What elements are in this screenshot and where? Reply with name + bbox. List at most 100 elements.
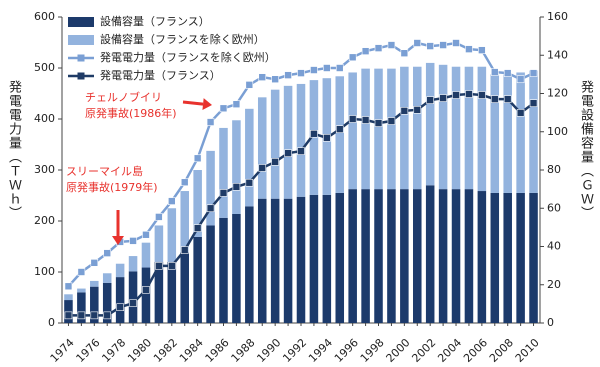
legend-label: 設備容量（フランス）	[100, 14, 210, 28]
y2-tick-label: 100	[547, 125, 568, 138]
y2-axis-label: 発電設備容量（ＧＷ）	[578, 80, 593, 220]
bar	[322, 194, 332, 323]
marker	[232, 100, 241, 109]
marker	[323, 64, 331, 72]
marker	[490, 68, 499, 76]
bar	[90, 286, 99, 323]
bar	[270, 198, 280, 323]
marker	[452, 39, 460, 47]
bar	[387, 68, 396, 190]
marker	[271, 75, 279, 84]
marker	[516, 75, 525, 84]
bar	[270, 89, 280, 199]
bar	[464, 189, 474, 323]
x-tick-label: 2008	[487, 336, 516, 365]
bar	[167, 261, 177, 323]
bar	[245, 108, 254, 207]
marker	[245, 178, 254, 187]
marker	[335, 64, 344, 72]
y-tick-label: 100	[34, 265, 55, 278]
legend-swatch	[77, 72, 85, 80]
bar	[400, 66, 409, 190]
marker	[77, 268, 86, 276]
marker	[64, 282, 73, 291]
marker	[103, 311, 112, 320]
annotation: 原発事故(1986年)	[85, 106, 177, 120]
bar	[451, 66, 461, 190]
marker	[503, 95, 512, 103]
marker	[387, 41, 396, 49]
bar	[141, 267, 151, 323]
marker	[180, 178, 189, 187]
x-tick-label: 2010	[513, 336, 542, 365]
marker	[478, 91, 486, 99]
marker	[103, 249, 112, 257]
bar	[283, 85, 293, 199]
bar	[193, 170, 202, 237]
bar	[335, 192, 345, 323]
marker	[426, 96, 434, 104]
y2-tick-label: 20	[547, 278, 561, 291]
bar	[102, 273, 112, 283]
marker	[310, 129, 318, 138]
legend-swatch	[68, 17, 94, 27]
bar	[167, 208, 177, 262]
bar	[193, 236, 202, 323]
bar	[309, 194, 319, 323]
annotation: スリーマイル島	[66, 164, 143, 178]
annotation-arrowhead	[112, 236, 124, 245]
x-tick-label: 1976	[74, 336, 103, 365]
marker	[258, 164, 267, 172]
x-tick-label: 1978	[99, 336, 128, 365]
x-tick-label: 2000	[384, 336, 413, 365]
y-tick-label: 200	[34, 214, 55, 227]
x-tick-label: 1988	[229, 336, 258, 365]
y2-tick-label: 0	[547, 316, 554, 329]
legend-label: 設備容量（フランスを除く欧州）	[100, 32, 265, 46]
bar	[374, 68, 383, 190]
bar	[516, 72, 525, 193]
bar	[374, 189, 383, 323]
bar	[400, 189, 409, 323]
y2-tick-label: 60	[547, 201, 561, 214]
y2-tick-label: 120	[547, 87, 568, 100]
bar	[206, 225, 215, 323]
marker	[297, 147, 305, 155]
marker	[490, 95, 499, 103]
marker	[168, 197, 176, 205]
marker	[168, 262, 176, 270]
marker	[90, 311, 99, 320]
marker	[400, 107, 409, 115]
bar	[180, 191, 189, 253]
bar	[296, 196, 306, 323]
bar	[154, 261, 164, 323]
marker	[413, 39, 422, 47]
marker	[206, 118, 215, 126]
x-tick-label: 1982	[151, 336, 180, 365]
bar	[490, 74, 500, 193]
marker	[219, 189, 228, 197]
bar	[141, 242, 151, 268]
bar	[206, 150, 215, 226]
marker	[284, 149, 292, 157]
x-tick-label: 1984	[177, 336, 206, 365]
annotation-arrowhead	[202, 98, 212, 111]
bar	[516, 192, 525, 323]
bar	[335, 76, 345, 193]
marker	[374, 44, 383, 52]
marker	[245, 81, 254, 89]
marker	[400, 49, 409, 58]
marker	[258, 73, 267, 81]
y2-tick-label: 140	[547, 48, 568, 61]
y2-tick-label: 40	[547, 240, 561, 253]
annotation: チェルノブイリ	[85, 90, 162, 104]
bar	[413, 189, 422, 323]
y-tick-label: 300	[34, 163, 55, 176]
marker	[439, 41, 447, 49]
marker	[129, 237, 137, 245]
bar	[438, 64, 448, 190]
marker	[529, 99, 538, 107]
marker	[142, 230, 150, 239]
bar	[451, 189, 461, 323]
marker	[155, 213, 163, 221]
